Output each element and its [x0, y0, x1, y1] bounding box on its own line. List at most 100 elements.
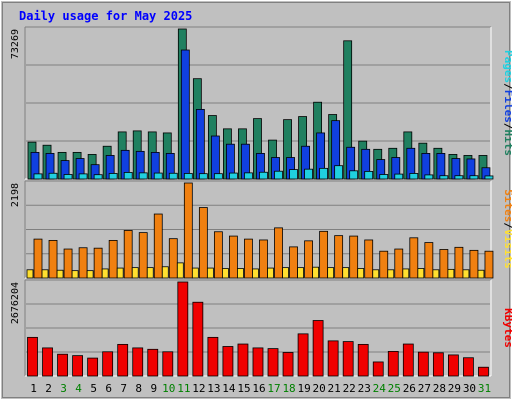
bar-visits-day-9 [153, 213, 163, 279]
bar-kbytes-day-5 [87, 357, 99, 377]
x-tick-label: 25 [388, 382, 401, 395]
chart-title: Daily usage for May 2025 [19, 9, 192, 23]
bars-pages-files-hits [27, 28, 494, 180]
legend-item: / [502, 83, 512, 90]
bar-sites-day-27 [417, 268, 425, 279]
legend-item: Sites [502, 189, 512, 222]
bar-pages-day-16 [259, 171, 268, 180]
x-tick-label: 23 [358, 382, 371, 395]
bar-sites-day-14 [222, 268, 229, 279]
bar-pages-day-2 [48, 172, 58, 180]
bar-visits-day-22 [349, 235, 359, 279]
bar-sites-day-17 [267, 267, 274, 279]
x-tick-label: 30 [463, 382, 476, 395]
bar-files-day-28 [436, 153, 446, 180]
bar-sites-day-2 [41, 269, 49, 279]
bars-layer [26, 28, 494, 377]
x-tick-label: 15 [237, 382, 250, 395]
bar-pages-day-5 [93, 174, 103, 180]
bar-kbytes-day-14 [222, 346, 234, 377]
bar-pages-day-1 [33, 173, 43, 180]
x-tick-label: 2 [45, 382, 52, 395]
bar-kbytes-day-24 [372, 361, 384, 377]
x-tick-label: 29 [448, 382, 461, 395]
bar-visits-day-13 [213, 231, 223, 279]
x-tick-label: 5 [90, 382, 97, 395]
bar-sites-day-24 [372, 269, 380, 279]
bar-visits-day-12 [198, 207, 208, 279]
legend-visits-sites: Sites/Visits [502, 189, 512, 269]
bar-sites-day-8 [131, 267, 139, 279]
bar-sites-day-11 [176, 262, 184, 279]
bar-visits-day-14 [229, 235, 238, 279]
bar-pages-day-22 [349, 170, 359, 180]
bar-visits-day-1 [33, 238, 43, 279]
bar-kbytes-day-17 [267, 348, 279, 377]
x-tick-label: 17 [267, 382, 280, 395]
bar-pages-day-20 [319, 167, 329, 180]
bar-visits-day-4 [78, 247, 88, 279]
x-tick-label: 11 [177, 382, 190, 395]
bar-sites-day-28 [432, 269, 440, 279]
legend-item: Files [502, 90, 512, 123]
bar-sites-day-30 [462, 269, 470, 279]
bar-kbytes-day-25 [387, 351, 399, 377]
legend-item: KBytes [502, 308, 512, 348]
bar-pages-day-10 [168, 172, 178, 180]
bar-visits-day-2 [48, 239, 58, 279]
bar-kbytes-day-10 [162, 351, 174, 377]
bar-pages-day-17 [274, 170, 283, 180]
x-tick-label: 16 [252, 382, 265, 395]
x-tick-label: 9 [150, 382, 157, 395]
bar-visits-day-17 [274, 227, 283, 279]
bars-kbytes [27, 281, 489, 377]
panels-layer: 73269 2198 2676204 [10, 26, 492, 377]
bar-kbytes-day-19 [297, 333, 309, 377]
bar-visits-day-31 [484, 250, 494, 279]
bar-visits-day-29 [454, 246, 464, 279]
bar-visits-day-27 [424, 242, 434, 279]
bar-kbytes-day-21 [327, 340, 339, 377]
bar-pages-day-15 [244, 172, 253, 180]
bar-sites-day-19 [297, 267, 304, 279]
bar-pages-day-14 [229, 172, 238, 180]
bar-kbytes-day-26 [402, 343, 414, 377]
bar-visits-day-26 [409, 237, 419, 279]
x-axis-labels: 1 2 3 4 5 6 7 8 9 10 11 12 13 14 15 16 17 18 19 20 21 22 23 24 2… [30, 382, 491, 395]
bar-visits-day-16 [259, 239, 268, 279]
bar-sites-day-1 [26, 269, 34, 279]
bar-kbytes-day-9 [147, 348, 159, 377]
bar-sites-day-18 [282, 267, 289, 279]
bar-visits-day-24 [379, 250, 389, 279]
bar-pages-day-3 [63, 174, 73, 180]
bar-sites-day-21 [327, 267, 335, 279]
bar-kbytes-day-6 [102, 351, 114, 377]
bar-kbytes-day-23 [357, 343, 369, 377]
bar-sites-day-20 [312, 266, 320, 279]
bar-pages-day-18 [289, 169, 298, 180]
bar-sites-day-9 [146, 267, 154, 279]
bar-kbytes-day-11 [177, 281, 189, 377]
bar-sites-day-22 [342, 267, 350, 279]
y-max-label: 2198 [10, 183, 21, 207]
bar-pages-day-29 [454, 175, 464, 180]
x-tick-label: 26 [403, 382, 416, 395]
bar-pages-day-12 [198, 173, 208, 180]
bar-pages-day-26 [409, 173, 419, 180]
bar-sites-day-12 [191, 267, 199, 279]
x-tick-label: 13 [207, 382, 220, 395]
bar-sites-day-16 [252, 268, 259, 279]
bar-kbytes-day-16 [252, 347, 264, 377]
bar-sites-day-6 [101, 268, 109, 279]
legend-item: Hits [502, 130, 512, 157]
bar-visits-day-5 [93, 247, 103, 279]
bar-kbytes-day-15 [237, 343, 249, 377]
bar-kbytes-day-12 [192, 301, 204, 377]
x-tick-label: 19 [297, 382, 310, 395]
bar-files-day-12 [195, 108, 205, 180]
bar-visits-day-8 [138, 232, 148, 279]
bar-kbytes-day-1 [27, 336, 38, 377]
bar-kbytes-day-8 [132, 347, 144, 377]
bar-files-day-13 [210, 135, 220, 180]
bar-sites-day-15 [237, 268, 244, 279]
